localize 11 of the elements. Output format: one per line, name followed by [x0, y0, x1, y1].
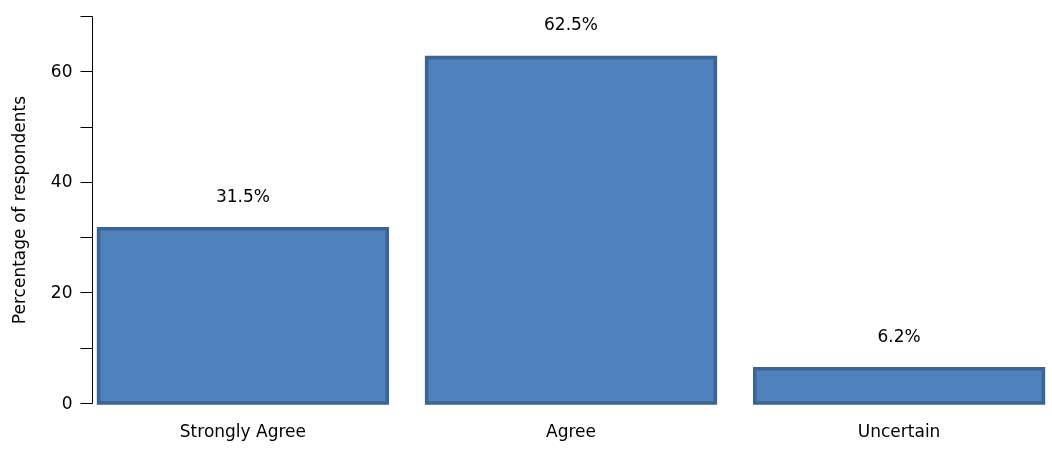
- x-tick-label: Agree: [546, 420, 596, 441]
- y-tick-label: 40: [50, 171, 73, 192]
- y-tick-label: 60: [50, 60, 73, 81]
- y-tick-label: 20: [50, 281, 73, 302]
- x-tick-label: Strongly Agree: [179, 420, 307, 441]
- x-tick-label: Uncertain: [857, 420, 941, 441]
- data-label: 31.5%: [215, 185, 270, 206]
- y-tick-label: 0: [61, 392, 73, 413]
- data-label: 62.5%: [543, 14, 599, 35]
- y-axis-title: Percentage of respondents: [8, 95, 29, 325]
- data-label: 6.2%: [877, 325, 921, 346]
